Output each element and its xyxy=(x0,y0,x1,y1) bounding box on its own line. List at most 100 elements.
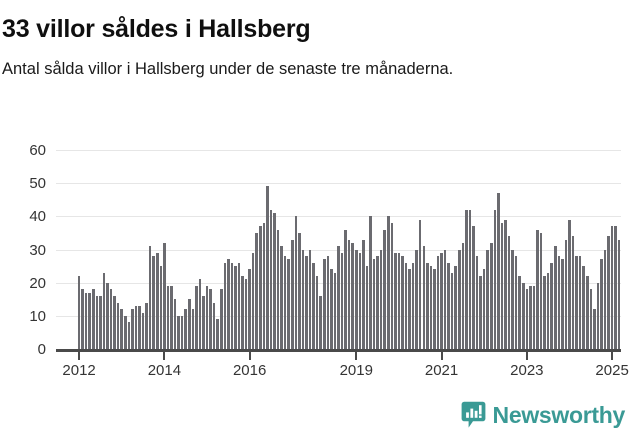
bar[interactable] xyxy=(458,249,461,349)
bar[interactable] xyxy=(326,256,330,349)
bar[interactable] xyxy=(454,266,458,349)
bar[interactable] xyxy=(216,319,219,349)
bar[interactable] xyxy=(166,285,170,349)
bar[interactable] xyxy=(593,309,596,349)
bar[interactable] xyxy=(571,236,575,349)
newsworthy-logo[interactable]: Newsworthy xyxy=(461,401,625,429)
bar[interactable] xyxy=(447,262,450,349)
bar[interactable] xyxy=(379,249,383,349)
bar[interactable] xyxy=(344,229,347,349)
bar[interactable] xyxy=(450,272,454,349)
bar[interactable] xyxy=(479,276,482,349)
bar[interactable] xyxy=(305,256,308,349)
bar[interactable] xyxy=(397,252,401,349)
bar[interactable] xyxy=(461,242,465,349)
bar[interactable] xyxy=(287,259,291,349)
bar[interactable] xyxy=(482,269,486,349)
bar[interactable] xyxy=(180,315,184,349)
bar[interactable] xyxy=(209,289,212,349)
bar[interactable] xyxy=(369,216,372,349)
bar[interactable] xyxy=(440,252,443,349)
bar[interactable] xyxy=(234,266,237,349)
bar[interactable] xyxy=(187,299,191,349)
bar[interactable] xyxy=(259,226,262,349)
bar[interactable] xyxy=(390,222,394,349)
bar[interactable] xyxy=(323,259,326,349)
bar[interactable] xyxy=(312,262,315,349)
bar[interactable] xyxy=(298,232,301,349)
bar[interactable] xyxy=(507,236,511,349)
bar[interactable] xyxy=(92,289,95,349)
bar[interactable] xyxy=(113,295,116,349)
bar[interactable] xyxy=(401,256,404,349)
bar[interactable] xyxy=(163,242,166,349)
bar[interactable] xyxy=(394,252,397,349)
bar[interactable] xyxy=(486,249,490,349)
bar[interactable] xyxy=(262,222,266,349)
bar[interactable] xyxy=(568,219,571,349)
bar[interactable] xyxy=(607,236,610,349)
bar[interactable] xyxy=(177,315,180,349)
bar[interactable] xyxy=(532,285,536,349)
bar[interactable] xyxy=(529,285,532,349)
bar[interactable] xyxy=(219,289,223,349)
bar[interactable] xyxy=(603,249,607,349)
bar[interactable] xyxy=(141,312,145,349)
bar[interactable] xyxy=(415,249,418,349)
bar[interactable] xyxy=(198,279,202,349)
bar[interactable] xyxy=(202,295,205,349)
bar[interactable] xyxy=(134,305,138,349)
bar[interactable] xyxy=(337,246,340,349)
bar[interactable] xyxy=(95,295,99,349)
bar[interactable] xyxy=(116,302,120,349)
bar[interactable] xyxy=(81,289,84,349)
bar[interactable] xyxy=(411,262,415,349)
bar[interactable] xyxy=(276,229,280,349)
bar[interactable] xyxy=(301,249,305,349)
bar[interactable] xyxy=(131,309,134,349)
bar[interactable] xyxy=(575,256,578,349)
bar[interactable] xyxy=(404,262,408,349)
bar[interactable] xyxy=(88,292,92,349)
bar[interactable] xyxy=(433,269,436,349)
bar[interactable] xyxy=(308,249,312,349)
bar[interactable] xyxy=(340,252,344,349)
bar[interactable] xyxy=(195,285,198,349)
bar[interactable] xyxy=(589,289,593,349)
bar[interactable] xyxy=(351,242,354,349)
bar[interactable] xyxy=(553,246,557,349)
bar[interactable] xyxy=(617,239,621,349)
bar[interactable] xyxy=(536,229,539,349)
bar[interactable] xyxy=(493,209,497,349)
bar[interactable] xyxy=(138,305,141,349)
bar[interactable] xyxy=(418,219,422,349)
bar[interactable] xyxy=(127,322,131,349)
bar[interactable] xyxy=(500,222,504,349)
bar[interactable] xyxy=(330,269,333,349)
bar[interactable] xyxy=(291,239,294,349)
bar[interactable] xyxy=(77,276,81,349)
bar[interactable] xyxy=(372,259,376,349)
bar[interactable] xyxy=(383,229,386,349)
bar[interactable] xyxy=(102,272,106,349)
bar[interactable] xyxy=(504,219,507,349)
bar[interactable] xyxy=(237,262,241,349)
bar[interactable] xyxy=(280,246,283,349)
bar[interactable] xyxy=(248,269,251,349)
bar[interactable] xyxy=(596,282,600,349)
bar[interactable] xyxy=(273,213,276,349)
bar[interactable] xyxy=(525,289,529,349)
bar[interactable] xyxy=(514,256,518,349)
bar[interactable] xyxy=(159,266,163,349)
bar[interactable] xyxy=(227,259,230,349)
bar[interactable] xyxy=(422,246,426,349)
bar[interactable] xyxy=(152,256,155,349)
bar[interactable] xyxy=(145,302,148,349)
bar[interactable] xyxy=(362,239,365,349)
bar[interactable] xyxy=(522,282,525,349)
bar[interactable] xyxy=(212,302,216,349)
bar[interactable] xyxy=(539,232,543,349)
bar[interactable] xyxy=(614,226,617,349)
bar[interactable] xyxy=(266,186,269,349)
bar[interactable] xyxy=(443,249,447,349)
